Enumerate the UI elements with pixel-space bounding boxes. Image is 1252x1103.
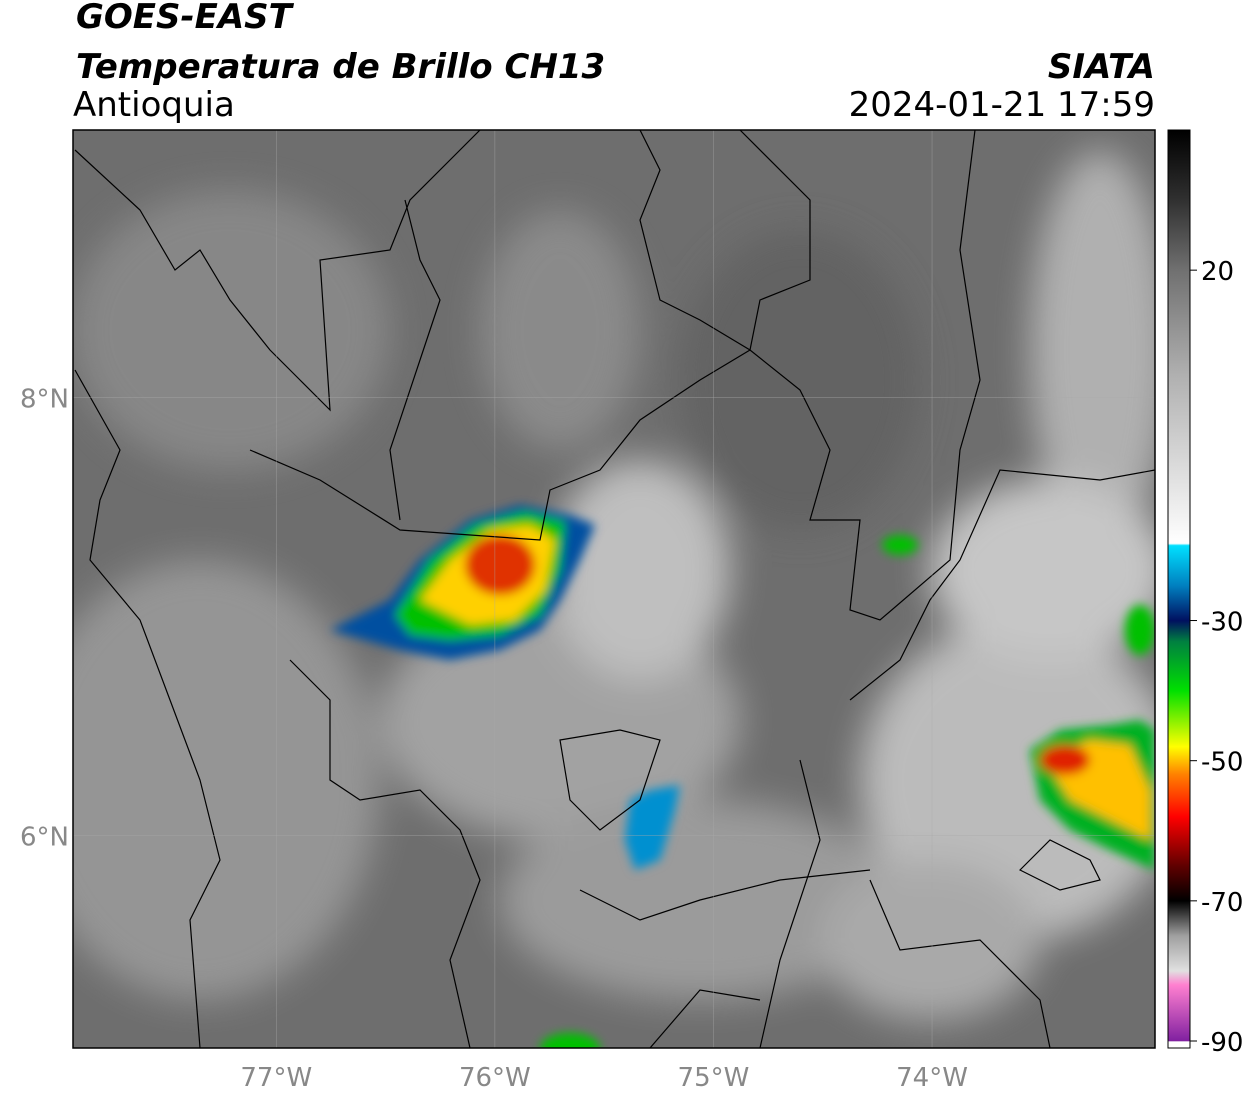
lon-label: 77°W [240, 1063, 312, 1093]
agency: SIATA [1048, 47, 1155, 87]
lat-label: 6°N [20, 822, 69, 852]
colorbar-label: 20 [1201, 257, 1234, 287]
region: Antioquia [73, 85, 235, 125]
datetime: 2024-01-21 17:59 [849, 85, 1155, 125]
map-image [73, 130, 1155, 1048]
colorbar-label: -70 [1201, 888, 1243, 918]
colorbar-label: -50 [1201, 748, 1243, 778]
title: Temperatura de Brillo CH13 [76, 47, 605, 87]
lon-label: 74°W [896, 1063, 968, 1093]
graticule [73, 130, 1155, 1048]
colorbar-label: -90 [1201, 1028, 1243, 1058]
colorbar-label: -30 [1201, 608, 1243, 638]
lat-label: 8°N [20, 384, 69, 414]
colorbar [1167, 129, 1191, 1049]
lon-label: 76°W [459, 1063, 531, 1093]
source: GOES-EAST [76, 0, 295, 37]
lon-label: 75°W [678, 1063, 750, 1093]
map-frame [72, 129, 1156, 1049]
